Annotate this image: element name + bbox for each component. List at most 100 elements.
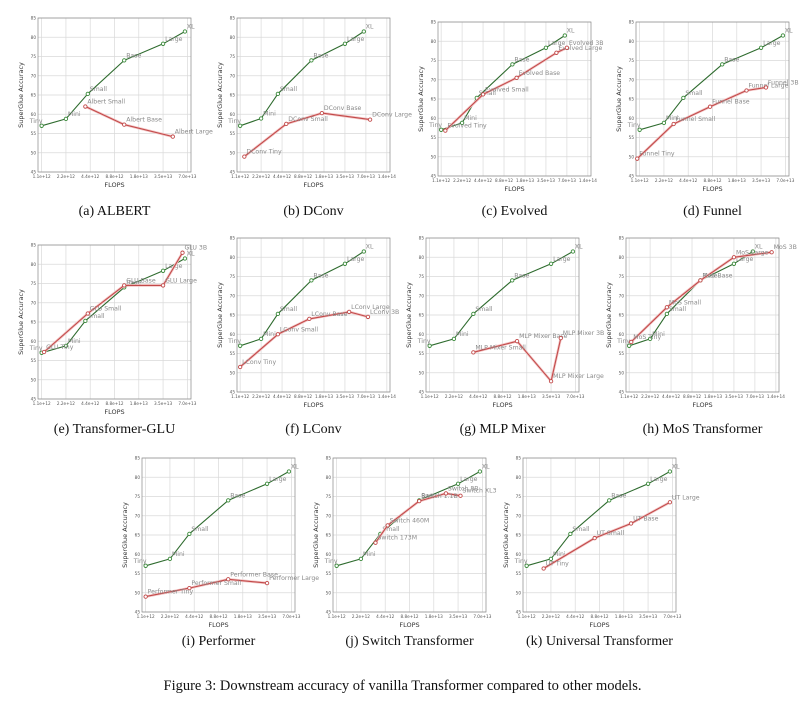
x-tick-label: 8.8e+12 [590, 614, 608, 619]
x-tick-label: 8.8e+12 [400, 614, 418, 619]
y-axis-label: SuperGlue Accuracy [605, 282, 613, 348]
x-tick-label: 1.4e+14 [378, 394, 396, 399]
data-label: Tiny [514, 558, 528, 565]
x-axis-label: FLOPS [702, 185, 722, 193]
data-point [780, 33, 786, 38]
x-tick-label: 8.8e+12 [294, 394, 312, 399]
data-point [626, 343, 632, 348]
data-label: Funnel Tiny [639, 151, 675, 158]
x-tick-label: 7.0e+13 [357, 394, 375, 399]
x-axis-label: FLOPS [303, 181, 323, 189]
x-tick-label: 1.1e+12 [631, 178, 649, 183]
x-tick-label: 3.5e+13 [449, 614, 467, 619]
x-tick-label: 3.5e+13 [639, 614, 657, 619]
data-point [635, 156, 640, 161]
y-tick-label: 75 [516, 494, 522, 499]
data-label: Small [572, 526, 589, 533]
figure-caption: Figure 3: Downstream accuracy of vanilla… [163, 678, 642, 694]
y-tick-label: 75 [619, 274, 625, 279]
y-tick-label: 65 [135, 533, 141, 538]
data-label: Base [313, 52, 328, 59]
subplot-h: 45 50 55 60 65 70 75 80 85 1.1e+12 2.2e+12 4.4e+12 8… [600, 228, 797, 416]
series-transformer: Tiny Mini Small Base Large XL [627, 27, 793, 132]
data-point [514, 339, 520, 344]
data-point [160, 41, 166, 46]
data-label: DConv Tiny [246, 149, 282, 156]
y-tick-label: 55 [516, 571, 522, 576]
plot-frame [635, 21, 790, 177]
data-point [242, 154, 247, 159]
subplot-g: 45 50 55 60 65 70 75 80 85 1.1e+12 2.2e+12 4.4e+12 8… [400, 228, 604, 416]
y-tick-label: 45 [431, 174, 437, 179]
data-label: Small [90, 86, 107, 93]
x-tick-label: 1.8e+13 [518, 394, 536, 399]
y-tick-label: 55 [31, 131, 37, 136]
y-tick-label: 85 [230, 16, 236, 21]
data-point [237, 123, 243, 128]
series-variant: Performer Tiny Performer Small Performer B… [143, 571, 319, 599]
data-label: Performer Base [230, 571, 278, 578]
x-tick-label: 3.5e+13 [336, 394, 354, 399]
x-tick-label: 1.1e+12 [620, 394, 638, 399]
series-line [440, 35, 566, 131]
y-tick-label: 60 [431, 116, 437, 121]
data-label: Base [724, 56, 739, 63]
data-label: Switch XL3 [463, 488, 497, 495]
y-tick-label: 85 [516, 456, 522, 461]
y-tick-label: 70 [419, 293, 425, 298]
series-variant: UT Tiny UT Small UT Base UT Large [541, 494, 700, 571]
data-point [85, 311, 90, 316]
subplot-c: 45 50 55 60 65 70 75 80 85 1.1e+12 2.2e+12 4.4e+12 8… [412, 12, 604, 200]
data-point [237, 364, 243, 370]
data-label: Base [126, 279, 141, 286]
series-variant: GLU Tiny GLU Small GLU Base GLU Large GLU 3B [41, 245, 207, 355]
data-label: Small [382, 526, 399, 533]
y-tick-label: 55 [230, 131, 236, 136]
data-point [83, 318, 88, 323]
y-tick-label: 75 [31, 281, 37, 286]
x-tick-label: 7.0e+13 [473, 614, 491, 619]
data-point [667, 500, 673, 505]
data-label: MoS 3B [774, 244, 797, 251]
y-tick-label: 70 [230, 73, 236, 78]
y-tick-label: 50 [326, 590, 332, 595]
y-tick-label: 75 [326, 494, 332, 499]
y-tick-label: 50 [135, 590, 141, 595]
data-point [667, 469, 673, 474]
series-variant: LConv Tiny LConv Small LConv Base LConv Lar… [237, 304, 399, 370]
subplot-k: 45 50 55 60 65 70 75 80 85 1.1e+12 2.2e+12 4.4e+12 8… [497, 448, 700, 636]
series-variant: Albert Small Albert Base Albert Large [83, 99, 213, 139]
data-point [309, 58, 314, 63]
data-label: Small [685, 90, 702, 97]
y-tick-label: 80 [31, 262, 37, 267]
data-point [83, 104, 88, 109]
data-label: Switch 460M [390, 517, 430, 524]
series-line [628, 251, 754, 347]
x-tick-label: 4.4e+12 [81, 401, 99, 406]
chart-svg: 45 50 55 60 65 70 75 80 85 1.1e+12 2.2e+12 4.4e+12 8… [17, 16, 213, 190]
data-label: Large [548, 40, 566, 47]
series-line [526, 471, 671, 567]
data-point [541, 566, 546, 571]
y-tick-label: 75 [31, 54, 37, 59]
data-label: DConv Small [288, 116, 328, 123]
x-tick-label: 4.4e+12 [679, 178, 697, 183]
data-label: Tiny [227, 338, 241, 345]
data-label: XL [482, 463, 490, 470]
y-tick-label: 45 [629, 174, 635, 179]
data-point [607, 498, 612, 503]
data-point [443, 491, 449, 496]
y-tick-label: 55 [431, 135, 437, 140]
data-point [160, 283, 166, 288]
subplot-d: 45 50 55 60 65 70 75 80 85 1.1e+12 2.2e+12 4.4e+12 8… [610, 12, 799, 200]
y-tick-label: 80 [230, 35, 236, 40]
data-point [455, 481, 461, 486]
data-label: Mini [263, 110, 276, 117]
data-label: Tiny [428, 122, 442, 129]
data-label: Funnel 3B [768, 79, 799, 86]
data-label: Evolved 3B [569, 40, 604, 47]
data-point [459, 120, 465, 126]
y-axis-label: SuperGlue Accuracy [17, 62, 25, 128]
x-axis-label: FLOPS [104, 408, 124, 416]
series-line [41, 258, 186, 354]
